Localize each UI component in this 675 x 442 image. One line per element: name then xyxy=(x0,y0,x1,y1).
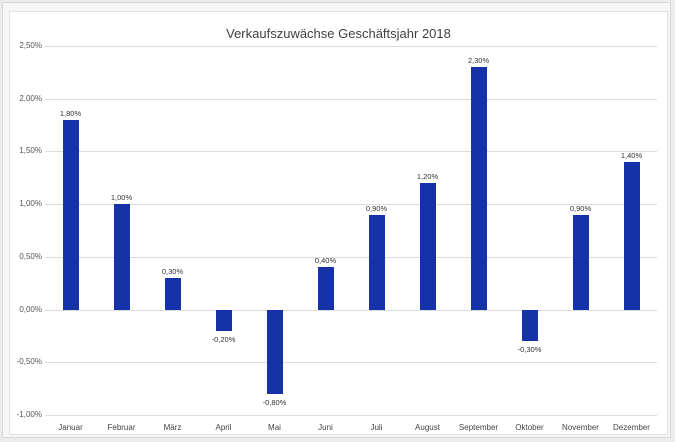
bar-september[interactable] xyxy=(470,67,487,310)
data-label: -0,80% xyxy=(262,397,287,407)
data-label: 1,20% xyxy=(416,172,439,182)
data-label: 1,80% xyxy=(59,108,82,118)
bar-oktober[interactable] xyxy=(521,309,538,342)
data-label: 0,40% xyxy=(314,256,337,266)
x-tick-label: Januar xyxy=(58,423,83,432)
bar-märz[interactable] xyxy=(164,277,181,310)
data-label: 2,30% xyxy=(467,56,490,66)
bar-mai[interactable] xyxy=(266,309,283,394)
x-tick-label: Februar xyxy=(107,423,136,432)
bar-januar[interactable] xyxy=(62,119,79,310)
x-tick-label: Dezember xyxy=(613,423,650,432)
data-label: 1,00% xyxy=(110,193,133,203)
y-tick-label: -0,50% xyxy=(16,357,42,366)
bar-november[interactable] xyxy=(572,214,589,310)
plot-area: 2,50% 2,00% 1,50% 1,00% 0,50% 0,00% -0,50% -1,0… xyxy=(10,12,667,434)
bar-dezember[interactable] xyxy=(623,161,640,310)
data-label: 0,30% xyxy=(161,266,184,276)
chart-area: Verkaufszuwächse Geschäftsjahr 2018 2,50… xyxy=(9,11,668,435)
bar-februar[interactable] xyxy=(113,204,130,310)
gridline xyxy=(45,310,657,311)
x-tick-label: Juli xyxy=(370,423,383,432)
data-label: 1,40% xyxy=(620,150,643,160)
gridline xyxy=(45,99,657,100)
data-label: 0,90% xyxy=(569,203,592,213)
y-tick-label: 0,50% xyxy=(19,252,42,261)
x-tick-label: März xyxy=(163,423,182,432)
x-tick-label: November xyxy=(562,423,599,432)
gridline xyxy=(45,204,657,205)
chart-title: Verkaufszuwächse Geschäftsjahr 2018 xyxy=(226,26,451,41)
y-tick-label: 1,50% xyxy=(19,146,42,155)
data-label: -0,20% xyxy=(211,334,236,344)
x-tick-label: September xyxy=(458,423,499,432)
x-tick-label: April xyxy=(215,423,232,432)
bar-april[interactable] xyxy=(215,309,232,331)
gridline xyxy=(45,257,657,258)
chart-frame: Verkaufszuwächse Geschäftsjahr 2018 2,50… xyxy=(2,2,671,438)
y-tick-label: 0,00% xyxy=(19,305,42,314)
data-label: -0,30% xyxy=(517,345,542,355)
gridline xyxy=(45,362,657,363)
y-tick-label: 1,00% xyxy=(19,199,42,208)
gridline xyxy=(45,46,657,47)
gridline xyxy=(45,415,657,416)
x-tick-label: Mai xyxy=(268,423,281,432)
x-tick-label: Oktober xyxy=(515,423,544,432)
x-tick-label: Juni xyxy=(318,423,333,432)
data-label: 0,90% xyxy=(365,203,388,213)
bar-august[interactable] xyxy=(419,183,436,310)
y-tick-label: -1,00% xyxy=(16,410,42,419)
y-tick-label: 2,00% xyxy=(19,94,42,103)
gridline xyxy=(45,151,657,152)
bar-juni[interactable] xyxy=(317,267,334,310)
x-tick-label: August xyxy=(415,423,440,432)
y-tick-label: 2,50% xyxy=(19,41,42,50)
bar-juli[interactable] xyxy=(368,214,385,310)
